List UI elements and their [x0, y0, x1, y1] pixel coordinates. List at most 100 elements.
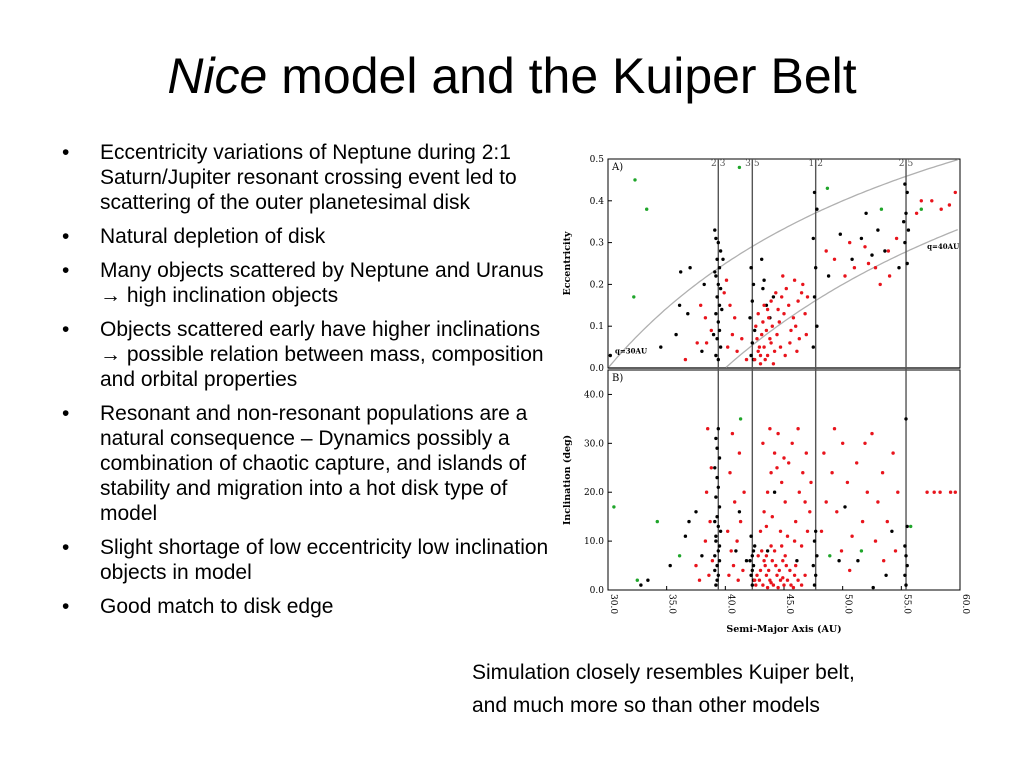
- data-point-black: [714, 495, 718, 499]
- data-point-red: [780, 295, 784, 299]
- data-point-black: [765, 549, 770, 553]
- data-point-red: [878, 282, 882, 287]
- data-point-red: [866, 261, 871, 266]
- data-point-black: [716, 282, 720, 287]
- data-point-red: [891, 451, 895, 455]
- data-point-black: [702, 282, 706, 287]
- data-point-black: [686, 312, 690, 316]
- data-point-red: [790, 441, 794, 445]
- data-point-black: [714, 583, 718, 587]
- data-point-red: [855, 461, 859, 465]
- data-point-black: [716, 240, 720, 245]
- data-point-black: [717, 266, 722, 270]
- data-point-red: [783, 554, 787, 558]
- bullet-dot: •: [62, 536, 70, 559]
- data-point-red: [764, 328, 769, 333]
- data-point-red: [775, 332, 779, 337]
- data-point-red: [733, 316, 737, 320]
- data-point-black: [748, 316, 752, 320]
- data-point-red: [789, 328, 793, 333]
- data-point-black: [716, 549, 720, 553]
- x-tick-label: 40.0: [725, 594, 735, 614]
- bullet-text: Natural depletion of disk: [100, 225, 326, 248]
- data-point-red: [835, 510, 839, 514]
- data-point-green: [737, 165, 742, 170]
- data-point-red: [755, 337, 759, 341]
- data-point-red: [781, 559, 785, 563]
- data-point-black: [715, 446, 719, 450]
- data-point-red: [762, 559, 766, 563]
- data-point-red: [794, 324, 798, 328]
- data-point-red: [765, 307, 770, 312]
- data-point-red: [762, 510, 766, 514]
- data-point-red: [768, 337, 772, 341]
- data-point-black: [715, 475, 719, 480]
- data-point-black: [716, 573, 720, 577]
- data-point-red: [726, 345, 730, 349]
- data-point-red: [724, 278, 729, 282]
- data-point-black: [772, 490, 777, 494]
- data-point-red: [756, 554, 760, 558]
- data-point-red: [769, 471, 773, 475]
- data-point-black: [718, 286, 723, 291]
- bullet-text: Resonant and non-resonant populations ar…: [100, 402, 528, 525]
- data-point-red: [778, 578, 783, 582]
- data-point-black: [717, 559, 722, 563]
- data-point-red: [778, 529, 783, 533]
- slide-title: Nice model and the Kuiper Belt: [0, 44, 1024, 108]
- bullet-dot: •: [62, 595, 70, 618]
- data-point-red: [755, 573, 759, 577]
- data-point-red: [764, 524, 769, 529]
- data-point-black: [815, 207, 819, 211]
- data-point-red: [760, 549, 764, 553]
- x-tick-label: 45.0: [784, 594, 794, 614]
- data-point-black: [903, 544, 907, 548]
- data-point-red: [763, 357, 767, 362]
- data-point-red: [781, 274, 785, 278]
- data-point-red: [726, 529, 730, 533]
- kuiper-belt-simulation-figure: q=30AU q=40AU 2:3 3:5 1:2 2:5 A) B) 0.0 0.1 0.2 0.3…: [562, 155, 970, 635]
- y-axis-label: Inclination (deg): [562, 435, 573, 525]
- data-point-red: [832, 427, 837, 431]
- panel-label: B): [612, 373, 623, 384]
- data-point-green: [632, 295, 636, 299]
- data-point-red: [947, 203, 952, 207]
- data-point-black: [718, 345, 723, 349]
- data-point-black: [713, 568, 717, 573]
- data-point-black: [762, 278, 766, 282]
- bullet-text: Many objects scattered by Neptune and Ur…: [100, 259, 544, 282]
- data-point-red: [801, 471, 805, 475]
- data-point-black: [843, 505, 847, 509]
- data-point-red: [848, 568, 852, 573]
- data-point-red: [731, 563, 736, 568]
- data-point-red: [822, 451, 826, 455]
- data-point-black: [608, 353, 612, 358]
- data-point-black: [812, 583, 817, 587]
- data-point-black: [715, 563, 719, 568]
- data-point-black: [749, 353, 753, 358]
- bullet-item: • Natural depletion of disk: [62, 224, 562, 249]
- data-point-green: [879, 207, 884, 211]
- y-tick-label: 0.4: [590, 197, 605, 207]
- data-point-black: [760, 257, 764, 261]
- bullet-item: • Many objects scattered by Neptune and U…: [62, 258, 562, 308]
- data-point-red: [708, 519, 712, 524]
- data-point-red: [792, 573, 797, 577]
- data-point-black: [716, 524, 720, 529]
- data-point-red: [803, 312, 807, 316]
- bullet-item: • Slight shortage of low eccentricity low…: [62, 535, 562, 585]
- data-point-red: [772, 549, 777, 553]
- data-point-red: [839, 549, 844, 553]
- curve-label: q=30AU: [615, 346, 647, 355]
- data-point-red: [775, 573, 779, 577]
- curve-label: q=40AU: [927, 242, 959, 251]
- data-point-red: [756, 312, 760, 316]
- data-point-red: [914, 211, 919, 215]
- y-tick-label: 0.2: [590, 280, 604, 290]
- data-point-red: [863, 245, 867, 249]
- data-point-green: [859, 549, 864, 553]
- data-point-red: [797, 490, 801, 494]
- data-point-black: [716, 485, 720, 489]
- data-point-black: [744, 559, 749, 563]
- data-point-black: [753, 544, 757, 548]
